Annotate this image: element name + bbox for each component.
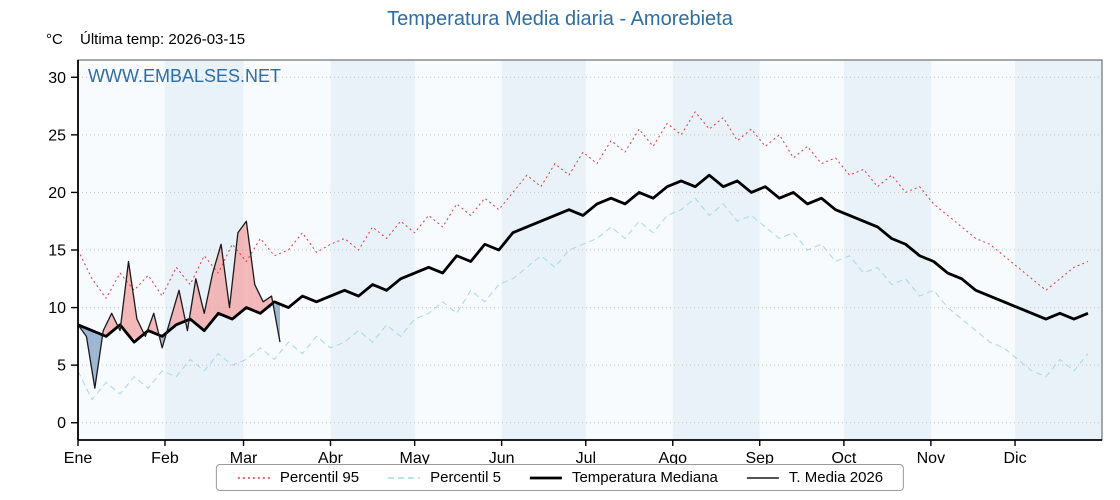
svg-text:Dic: Dic <box>1003 450 1026 467</box>
svg-text:25: 25 <box>48 127 66 144</box>
svg-text:Ago: Ago <box>659 450 688 467</box>
svg-text:20: 20 <box>48 185 66 202</box>
legend-line-percentil-95-icon <box>237 476 270 479</box>
svg-text:Sep: Sep <box>745 450 774 467</box>
watermark: WWW.EMBALSES.NET <box>88 66 282 86</box>
svg-text:Jul: Jul <box>576 450 596 467</box>
svg-text:May: May <box>400 450 430 467</box>
y-axis-unit-label: °C <box>46 31 63 48</box>
legend-line-t-media-2026-icon <box>746 476 779 479</box>
svg-text:5: 5 <box>57 358 66 375</box>
svg-text:Ene: Ene <box>64 450 93 467</box>
last-temp-subtitle: Última temp: 2026-03-15 <box>80 31 246 48</box>
legend-label-temperatura-mediana: Temperatura Mediana <box>571 469 718 486</box>
svg-text:15: 15 <box>48 243 66 260</box>
svg-text:Abr: Abr <box>318 450 344 467</box>
legend: Percentil 95 Percentil 5 Temperatura Med… <box>215 464 905 491</box>
legend-line-temperatura-mediana-icon <box>529 476 562 479</box>
svg-text:Jun: Jun <box>489 450 515 467</box>
legend-item-percentil-5: Percentil 5 <box>387 469 501 486</box>
svg-text:Feb: Feb <box>151 450 179 467</box>
svg-text:Oct: Oct <box>831 450 856 467</box>
legend-item-temperatura-mediana: Temperatura Mediana <box>529 469 718 486</box>
legend-label-percentil-95: Percentil 95 <box>279 469 360 486</box>
svg-text:0: 0 <box>57 415 66 432</box>
legend-label-t-media-2026: T. Media 2026 <box>788 469 884 486</box>
svg-text:10: 10 <box>48 300 66 317</box>
legend-item-percentil-95: Percentil 95 <box>237 469 359 486</box>
legend-item-t-media-2026: T. Media 2026 <box>746 469 883 486</box>
legend-line-percentil-5-icon <box>388 476 421 479</box>
svg-text:Mar: Mar <box>230 450 258 467</box>
svg-text:30: 30 <box>48 70 66 87</box>
chart-title: Temperatura Media diaria - Amorebieta <box>387 8 733 30</box>
legend-label-percentil-5: Percentil 5 <box>430 469 501 486</box>
svg-text:Nov: Nov <box>917 450 945 467</box>
